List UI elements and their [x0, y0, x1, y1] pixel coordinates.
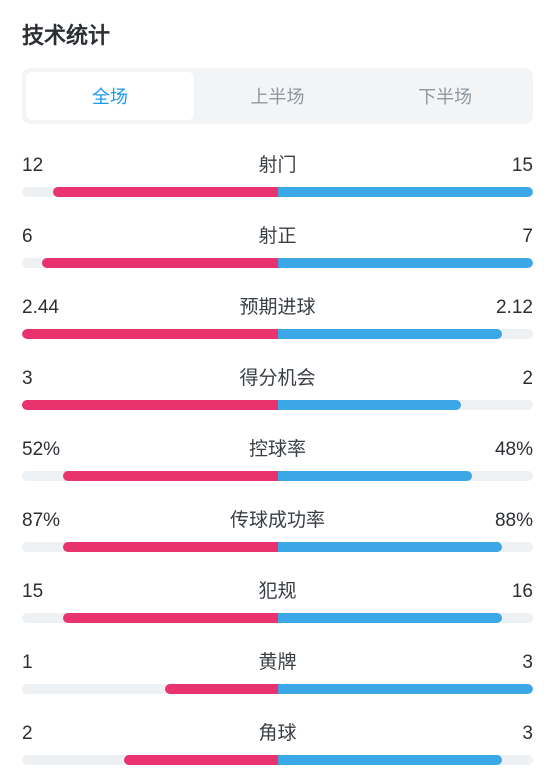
stat-bar-track [22, 187, 533, 197]
stat-row: 1黄牌3 [22, 647, 533, 694]
stat-row: 87%传球成功率88% [22, 505, 533, 552]
stat-right-value: 7 [473, 226, 533, 248]
stat-bar-right [278, 755, 503, 765]
stat-right-value: 48% [473, 439, 533, 461]
stat-right-value: 16 [473, 581, 533, 603]
stat-label: 射正 [82, 221, 473, 248]
stat-header: 6射正7 [22, 221, 533, 248]
stat-bar-track [22, 329, 533, 339]
stats-panel: 技术统计 全场 上半场 下半场 12射门156射正72.44预期进球2.123得… [0, 0, 555, 765]
stat-right-value: 3 [473, 652, 533, 674]
tab-first-half[interactable]: 上半场 [194, 72, 362, 120]
stat-header: 1黄牌3 [22, 647, 533, 674]
stat-bar-right [278, 684, 534, 694]
stat-bar-right [278, 613, 503, 623]
stat-row: 2.44预期进球2.12 [22, 292, 533, 339]
stat-label: 预期进球 [82, 292, 473, 319]
stat-left-value: 52% [22, 439, 82, 461]
stat-left-value: 87% [22, 510, 82, 532]
stats-list: 12射门156射正72.44预期进球2.123得分机会252%控球率48%87%… [22, 150, 533, 765]
stat-left-value: 15 [22, 581, 82, 603]
stat-bar-left [63, 613, 278, 623]
stat-bar-left [42, 258, 277, 268]
stat-bar-right [278, 258, 534, 268]
stat-bar-track [22, 684, 533, 694]
stat-right-value: 88% [473, 510, 533, 532]
stat-left-value: 2.44 [22, 297, 82, 319]
stat-label: 传球成功率 [82, 505, 473, 532]
stat-bar-left [22, 329, 278, 339]
stat-label: 犯规 [82, 576, 473, 603]
stat-label: 黄牌 [82, 647, 473, 674]
stat-left-value: 12 [22, 155, 82, 177]
stat-left-value: 6 [22, 226, 82, 248]
stat-header: 15犯规16 [22, 576, 533, 603]
stat-bar-left [63, 471, 278, 481]
stat-header: 52%控球率48% [22, 434, 533, 461]
stat-header: 12射门15 [22, 150, 533, 177]
stat-row: 2角球3 [22, 718, 533, 765]
tab-full-match[interactable]: 全场 [26, 72, 194, 120]
page-title: 技术统计 [22, 18, 533, 50]
stat-bar-right [278, 329, 503, 339]
stat-header: 87%传球成功率88% [22, 505, 533, 532]
stat-row: 6射正7 [22, 221, 533, 268]
stat-header: 2角球3 [22, 718, 533, 745]
stat-bar-left [53, 187, 278, 197]
stat-left-value: 2 [22, 723, 82, 745]
stat-bar-right [278, 542, 503, 552]
stat-label: 射门 [82, 150, 473, 177]
stat-label: 角球 [82, 718, 473, 745]
stat-bar-left [124, 755, 277, 765]
stat-right-value: 15 [473, 155, 533, 177]
stat-left-value: 3 [22, 368, 82, 390]
stat-label: 控球率 [82, 434, 473, 461]
stat-row: 52%控球率48% [22, 434, 533, 481]
stat-row: 12射门15 [22, 150, 533, 197]
stat-row: 15犯规16 [22, 576, 533, 623]
stat-right-value: 2.12 [473, 297, 533, 319]
stat-right-value: 2 [473, 368, 533, 390]
stat-right-value: 3 [473, 723, 533, 745]
stat-bar-left [165, 684, 277, 694]
stat-bar-track [22, 755, 533, 765]
stat-bar-left [22, 400, 278, 410]
stat-header: 3得分机会2 [22, 363, 533, 390]
stat-bar-track [22, 613, 533, 623]
stat-row: 3得分机会2 [22, 363, 533, 410]
stat-bar-track [22, 400, 533, 410]
stat-bar-track [22, 258, 533, 268]
stat-bar-right [278, 471, 472, 481]
tab-second-half[interactable]: 下半场 [361, 72, 529, 120]
stat-bar-track [22, 542, 533, 552]
stat-bar-track [22, 471, 533, 481]
stat-bar-right [278, 187, 534, 197]
stat-header: 2.44预期进球2.12 [22, 292, 533, 319]
stat-bar-left [63, 542, 278, 552]
stat-left-value: 1 [22, 652, 82, 674]
period-tabs: 全场 上半场 下半场 [22, 68, 533, 124]
stat-bar-right [278, 400, 462, 410]
stat-label: 得分机会 [82, 363, 473, 390]
